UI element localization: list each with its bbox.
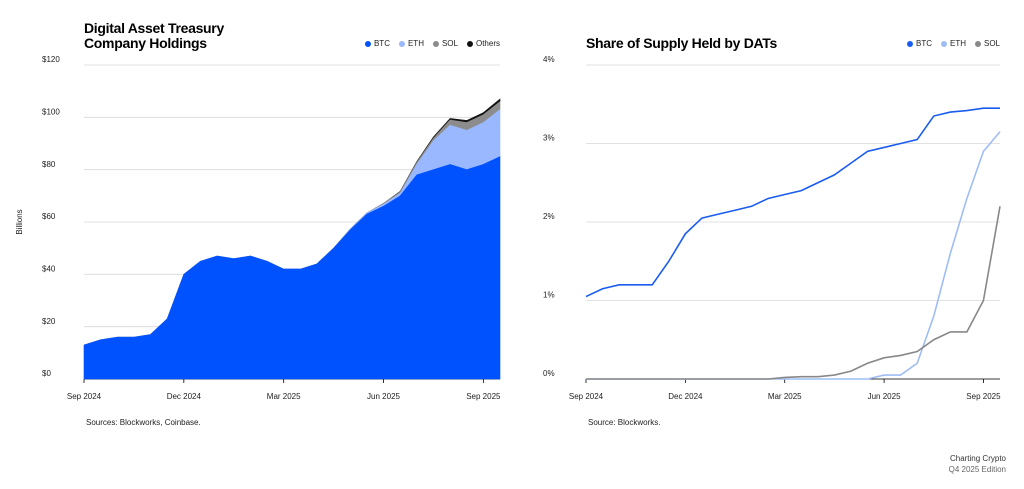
y-axis-label: Billions [15, 209, 24, 234]
legend-dot [364, 41, 371, 47]
x-tick-label: Sep 2025 [966, 392, 1001, 401]
y-tick-label: 4% [543, 55, 555, 64]
y-tick-label: $100 [42, 107, 60, 116]
legend-label: ETH [408, 39, 424, 48]
footer-brand: Charting Crypto [949, 454, 1006, 463]
line [586, 206, 1001, 380]
y-tick-label: 0% [543, 369, 555, 378]
chart-title: Digital Asset Treasury Company Holdings [84, 20, 224, 51]
y-tick-label: $80 [42, 160, 56, 169]
legend-dot [940, 41, 947, 47]
legend-label: BTC [916, 39, 932, 48]
y-tick-label: $120 [42, 55, 60, 64]
chart-title: Share of Supply Held by DATs [586, 35, 777, 51]
legend-dot [398, 41, 405, 47]
legend-label: ETH [950, 39, 966, 48]
source: Sources: Blockworks, Coinbase. [86, 418, 201, 427]
legend-dot [906, 41, 913, 47]
legend-label: SOL [984, 39, 1001, 48]
x-tick-label: Jun 2025 [868, 392, 901, 401]
legend-label: Others [476, 39, 500, 48]
y-tick-label: $60 [42, 212, 56, 221]
x-tick-label: Dec 2024 [668, 392, 703, 401]
x-tick-label: Sep 2025 [466, 392, 501, 401]
source: Source: Blockworks. [588, 418, 660, 427]
legend-dot [466, 41, 473, 47]
legend-label: BTC [374, 39, 390, 48]
y-tick-label: $0 [42, 369, 51, 378]
area [83, 156, 501, 380]
y-tick-label: 1% [543, 291, 555, 300]
legend-dot [432, 41, 439, 47]
y-tick-label: $40 [42, 264, 56, 273]
legend-dot [974, 41, 981, 47]
legend-label: SOL [442, 39, 459, 48]
x-tick-label: Mar 2025 [768, 392, 802, 401]
x-tick-label: Sep 2024 [67, 392, 102, 401]
x-tick-label: Jun 2025 [367, 392, 400, 401]
x-tick-label: Dec 2024 [167, 392, 202, 401]
line [585, 107, 1000, 298]
y-tick-label: 2% [543, 212, 555, 221]
x-tick-label: Sep 2024 [569, 392, 604, 401]
footer-edition: Q4 2025 Edition [948, 465, 1006, 474]
x-tick-label: Mar 2025 [267, 392, 301, 401]
y-tick-label: 3% [543, 134, 555, 143]
y-tick-label: $20 [42, 317, 56, 326]
line [586, 131, 1001, 380]
